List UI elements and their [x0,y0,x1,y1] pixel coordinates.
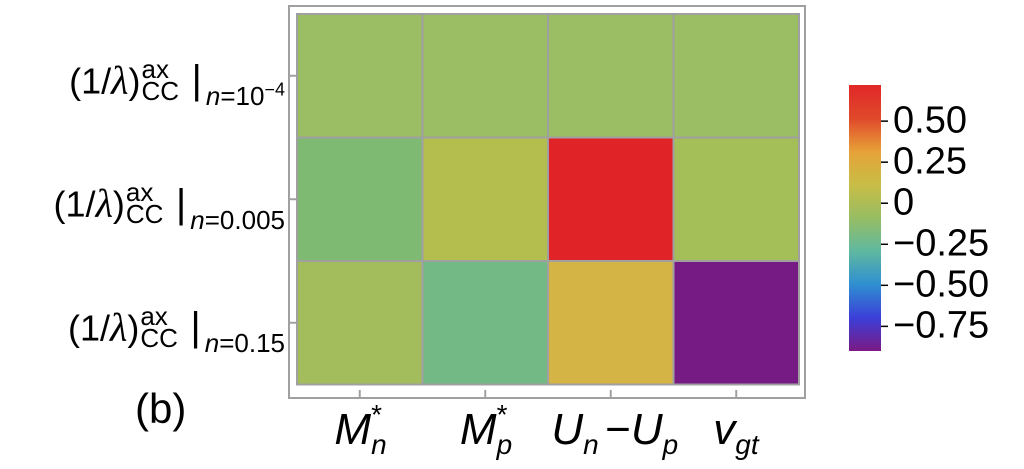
y-axis-ticks [289,74,297,324]
colorbar-tick-label: 0 [893,181,915,224]
heatmap-cell [421,13,549,139]
heatmap-cell [547,260,675,386]
row-label: (1/λ) ax CC | n=0.15 [68,300,285,359]
heatmap-cell [296,136,424,262]
colorbar [849,85,881,351]
colorbar-tick-label: −0.50 [893,263,990,306]
colorbar-tick-label: −0.25 [893,222,990,265]
heatmap-cell [421,136,549,262]
heatmap-cell [421,260,549,386]
colorbar-tick-label: −0.75 [893,304,990,347]
colorbar-tick-label: 0.50 [893,99,967,142]
row-label: (1/λ) ax CC | n=0.005 [53,177,285,235]
colorbar-ticks [881,120,888,328]
heatmap-cell [672,136,800,262]
heatmap-cell [672,13,800,139]
column-label: M * p [459,399,513,461]
heatmap-cell [296,13,424,139]
colorbar-tick-label: 0.25 [893,140,967,183]
heatmap-cell [296,260,424,386]
column-label: v gt [713,405,759,461]
plot-frame [288,5,806,399]
column-label: M * n [334,399,387,461]
row-label: (1/λ) ax CC | n=10−4 [69,53,285,112]
x-axis-ticks [358,390,738,398]
panel-label: (b) [135,385,187,432]
heatmap-cell [547,136,675,262]
heatmap-cell [547,13,675,139]
heatmap-cell [672,260,800,386]
heatmap-cells [296,13,800,386]
